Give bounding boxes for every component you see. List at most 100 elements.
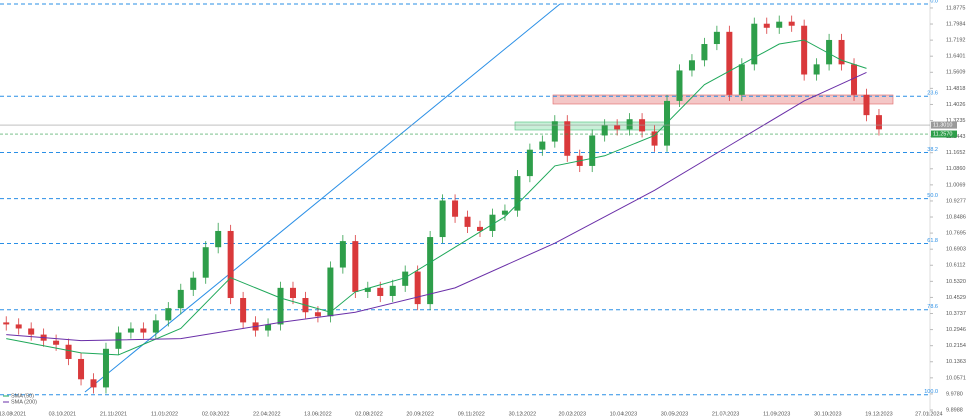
x-tick-label: 30.05.2023 (661, 411, 689, 417)
candle-body (688, 60, 695, 71)
candle-body (838, 39, 845, 65)
candle-body (102, 348, 109, 388)
y-tick-label: 9.9780 (946, 391, 963, 397)
candle-body (477, 226, 483, 231)
x-tick-label: 30.12.2022 (509, 411, 537, 417)
x-tick-label: 30.10.2023 (814, 411, 842, 417)
candle-body (90, 379, 97, 388)
candle-body (614, 125, 621, 130)
candle-body (377, 287, 384, 296)
candle-body (863, 94, 870, 116)
candle-body (651, 131, 658, 146)
candle-body (352, 241, 359, 292)
y-tick-label: 11.7984 (946, 21, 965, 27)
x-tick-label: 11.01.2022 (151, 411, 178, 417)
candle-body (152, 320, 159, 333)
candle-body (801, 25, 808, 75)
candle-body (78, 358, 85, 380)
x-tick-label: 13.08.2021 (0, 411, 26, 417)
candle-body (701, 44, 708, 61)
x-tick-label: 21.11.2021 (100, 411, 127, 417)
sma-line (6, 72, 867, 342)
candle-body (489, 214, 496, 231)
y-tick-label: 9.8988 (946, 407, 963, 413)
price-label: 11.3010 (933, 123, 952, 129)
candle-body (240, 298, 247, 323)
sma-line (6, 39, 867, 356)
candle-body (364, 287, 371, 292)
x-tick-label: 20.09.2022 (406, 411, 434, 417)
x-tick-label: 10.04.2023 (610, 411, 638, 417)
candle-body (389, 285, 396, 296)
candle-body (439, 200, 446, 238)
y-tick-label: 11.0069 (946, 182, 965, 188)
y-tick-label: 10.6112 (946, 263, 965, 269)
resistance-zone (552, 94, 894, 105)
y-tick-label: 10.2154 (946, 343, 966, 349)
fib-label: 0.0 (930, 0, 938, 4)
candle-body (215, 230, 222, 248)
candle-body (464, 216, 471, 227)
fib-label: 61.8 (927, 238, 938, 244)
fib-label: 38.2 (927, 147, 938, 153)
y-tick-label: 10.5320 (946, 279, 966, 285)
candle-body (601, 125, 608, 136)
y-tick-label: 10.6903 (946, 247, 966, 253)
candle-body (676, 70, 683, 101)
candle-body (813, 64, 820, 75)
candle-body (177, 289, 184, 309)
candle-body (414, 271, 421, 305)
y-tick-label: 11.7192 (946, 38, 965, 44)
y-tick-label: 10.8486 (946, 214, 966, 220)
y-tick-label: 10.4529 (946, 295, 966, 301)
candle-body (788, 21, 795, 26)
legend-label: SMA (200) (11, 399, 37, 405)
y-tick-label: 10.1363 (946, 359, 966, 365)
y-tick-label: 11.4026 (946, 102, 965, 108)
y-tick-label: 11.1652 (946, 150, 965, 156)
price-label: 11.2570 (933, 131, 952, 137)
x-tick-label: 21.07.2023 (712, 411, 740, 417)
candle-body (327, 267, 334, 317)
y-tick-label: 11.8775 (946, 5, 965, 11)
candle-body (15, 324, 22, 329)
y-tick-label: 11.6401 (946, 54, 965, 60)
candle-body (551, 121, 558, 142)
y-tick-label: 11.3235 (946, 118, 965, 124)
candle-body (713, 31, 720, 45)
candle-body (140, 328, 147, 333)
x-tick-label: 27.01.2024 (915, 411, 943, 417)
candle-body (28, 328, 35, 335)
y-tick-label: 10.7695 (946, 231, 966, 237)
x-tick-label: 11.09.2023 (763, 411, 790, 417)
legend-label: SMA (50) (11, 393, 34, 399)
y-tick-label: 10.2946 (946, 327, 966, 333)
candle-body (427, 237, 434, 305)
y-tick-label: 11.5609 (946, 70, 965, 76)
x-tick-label: 20.02.2023 (558, 411, 586, 417)
x-tick-label: 02.08.2022 (355, 411, 383, 417)
candle-body (65, 344, 72, 359)
candle-body (3, 322, 10, 325)
candle-body (402, 271, 409, 286)
x-tick-label: 02.03.2022 (202, 411, 230, 417)
x-tick-label: 03.10.2021 (49, 411, 77, 417)
candle-body (514, 176, 521, 211)
candle-body (826, 39, 833, 65)
price-badge (931, 130, 957, 138)
candle-body (452, 200, 459, 217)
candle-body (501, 210, 508, 215)
candle-body (227, 230, 234, 299)
candle-body (763, 23, 770, 28)
candle-body (851, 64, 858, 95)
candle-body (265, 324, 272, 331)
x-tick-label: 13.06.2022 (304, 411, 332, 417)
price-badge (931, 121, 957, 129)
fib-label: 23.6 (927, 91, 938, 97)
candle-body (165, 308, 172, 321)
candle-body (339, 241, 346, 268)
candle-body (589, 135, 596, 166)
candle-body (539, 141, 546, 150)
y-tick-label: 11.4818 (946, 86, 965, 92)
